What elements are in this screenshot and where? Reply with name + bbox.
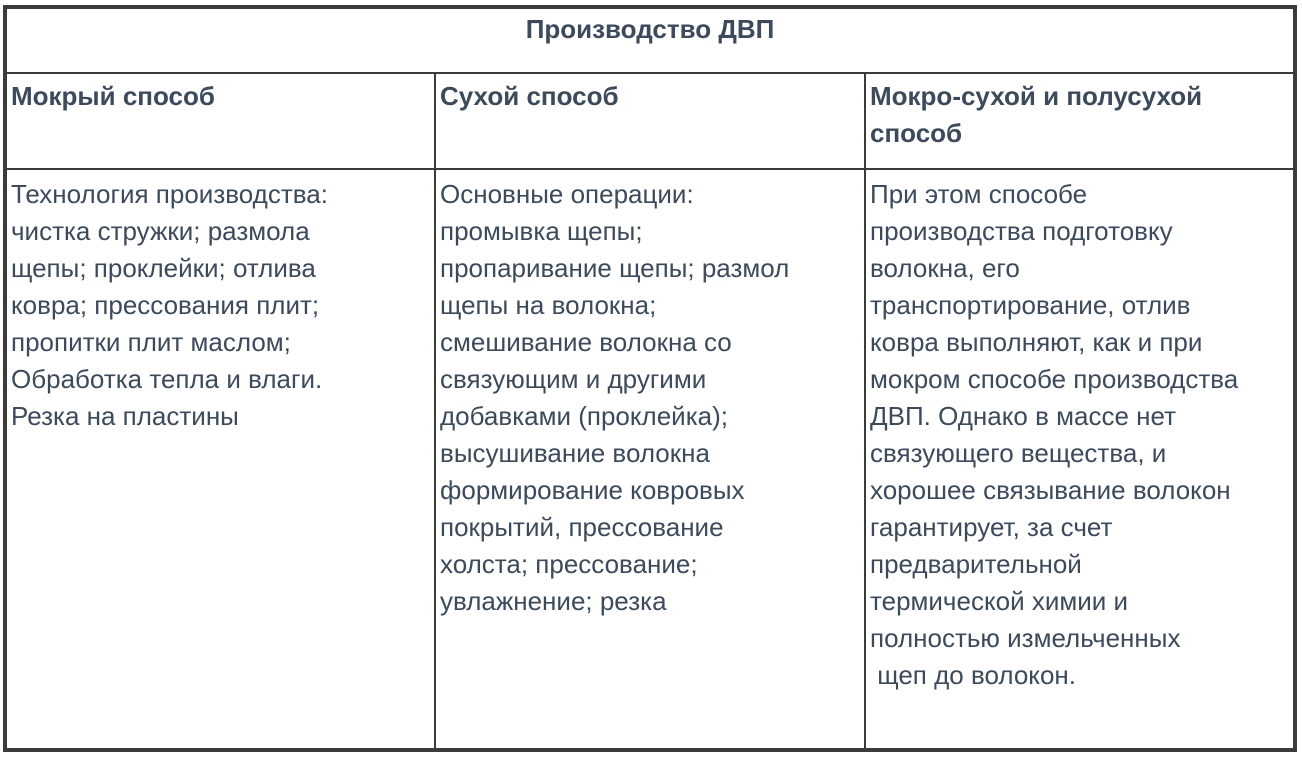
column-header-wet-method: Мокрый способ [4,72,436,170]
table-header-row: Мокрый способ Сухой способ Мокро-сухой и… [4,72,1296,170]
table-title-row: Производство ДВП [4,6,1296,74]
column-header-dry-method: Сухой способ [434,72,866,170]
cell-wet-dry-semi-dry-method-description: При этом способе производства подготовку… [864,168,1296,751]
cell-wet-method-description: Технология производства: чистка стружки;… [4,168,436,751]
table-title: Производство ДВП [4,6,1296,74]
cell-dry-method-description: Основные операции: промывка щепы; пропар… [434,168,866,751]
table-body-row: Технология производства: чистка стружки;… [4,168,1296,751]
column-header-wet-dry-semi-dry-method: Мокро-сухой и полусухой способ [864,72,1296,170]
dvp-production-table: Производство ДВП Мокрый способ Сухой спо… [3,5,1297,752]
